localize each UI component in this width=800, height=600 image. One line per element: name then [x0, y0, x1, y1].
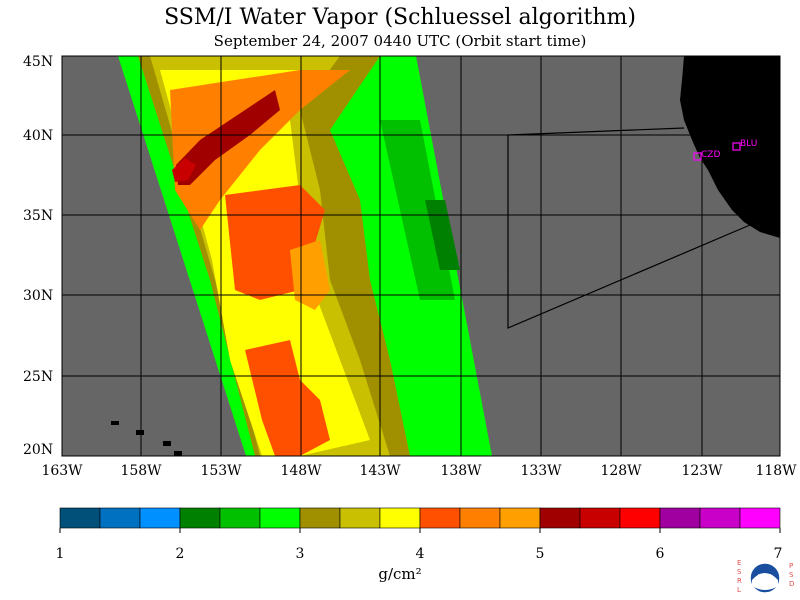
colorbar-swatch [379, 507, 421, 529]
hawaii-island-1 [111, 421, 119, 425]
site-label-czd: CZD [701, 150, 720, 160]
colorbar-swatch [299, 507, 341, 529]
lon-label: 138W [440, 463, 482, 479]
colorbar-swatch [539, 507, 581, 529]
lon-label: 118W [755, 463, 797, 479]
lat-label: 30N [23, 288, 53, 304]
logo-left-letter: S [737, 568, 742, 576]
logo-right-letter: S [789, 571, 794, 579]
colorbar-swatch [699, 507, 741, 529]
hawaii-island-2 [136, 430, 144, 435]
site-marker-czd [693, 152, 702, 161]
colorbar-swatch [219, 507, 261, 529]
colorbar-swatch [179, 507, 221, 529]
map-frame [61, 55, 781, 457]
lon-label: 128W [600, 463, 642, 479]
colorbar-unit: g/cm² [378, 565, 422, 583]
map-title: SSM/I Water Vapor (Schluessel algorithm) [164, 5, 636, 30]
logo-noaa-text: NOAA [758, 574, 773, 580]
map-subtitle: September 24, 2007 0440 UTC (Orbit start… [213, 32, 587, 50]
lat-label: 40N [23, 128, 53, 144]
land-layer [111, 56, 780, 456]
track-lines [507, 127, 751, 329]
colorbar-swatch [499, 507, 541, 529]
longitude-labels: 163W 158W 153W 148W 143W 138W 133W 128W … [41, 463, 797, 479]
colorbar-swatch [579, 507, 621, 529]
swath-darkgreen-2 [425, 200, 460, 270]
grid-lines [62, 56, 780, 456]
noaa-esrl-logo: E S R L P S D NOAA [737, 559, 794, 594]
site-label-blu: BLU [740, 139, 757, 149]
swath-layer [118, 56, 492, 456]
lat-label: 25N [23, 369, 53, 385]
swath-orange-south [245, 340, 330, 456]
logo-right-letter: P [789, 562, 793, 570]
lon-label: 123W [681, 463, 723, 479]
swath-amber [290, 240, 330, 310]
lon-label: 143W [359, 463, 401, 479]
logo-left-letter: R [737, 577, 742, 585]
site-markers: BLU CZD [693, 139, 757, 161]
colorbar-tick: 2 [176, 546, 185, 562]
colorbar-tick: 4 [416, 546, 425, 562]
colorbar-tick: 7 [774, 546, 783, 562]
lat-label: 35N [23, 208, 53, 224]
colorbar-swatch [99, 507, 141, 529]
swath-darkred [176, 90, 280, 185]
colorbar-swatch [139, 507, 181, 529]
swath-darkgreen [380, 120, 455, 300]
colorbar-tick: 1 [56, 546, 65, 562]
colorbar-swatch [59, 507, 101, 529]
site-marker-blu [732, 142, 741, 151]
lat-label: 45N [23, 54, 53, 70]
logo-left-letter: L [737, 586, 741, 594]
colorbar-tick: 5 [536, 546, 545, 562]
colorbar-ticks: 1 2 3 4 5 6 7 [56, 546, 783, 562]
colorbar-swatch [339, 507, 381, 529]
swath-orange-north [170, 70, 350, 230]
north-america-land [680, 56, 780, 238]
lon-label: 148W [280, 463, 322, 479]
lat-label: 20N [23, 442, 53, 458]
colorbar-tick: 6 [656, 546, 665, 562]
swath-red [172, 158, 196, 182]
latitude-labels: 45N 40N 35N 30N 25N 20N [23, 54, 53, 458]
track-line [507, 127, 751, 329]
logo-right-letter: D [789, 580, 794, 588]
colorbar-swatch [659, 507, 701, 529]
colorbar-swatch [619, 507, 661, 529]
colorbar-swatch [259, 507, 301, 529]
lon-label: 158W [120, 463, 162, 479]
colorbar-swatch [739, 507, 781, 529]
lon-label: 153W [200, 463, 242, 479]
colorbar [59, 507, 781, 533]
hawaii-island-4 [174, 451, 182, 456]
colorbar-swatch [459, 507, 501, 529]
lon-label: 163W [41, 463, 83, 479]
lon-label: 133W [520, 463, 562, 479]
colorbar-tick: 3 [296, 546, 305, 562]
colorbar-swatch [419, 507, 461, 529]
logo-left-letter: E [737, 559, 741, 567]
hawaii-island-3 [163, 441, 171, 446]
